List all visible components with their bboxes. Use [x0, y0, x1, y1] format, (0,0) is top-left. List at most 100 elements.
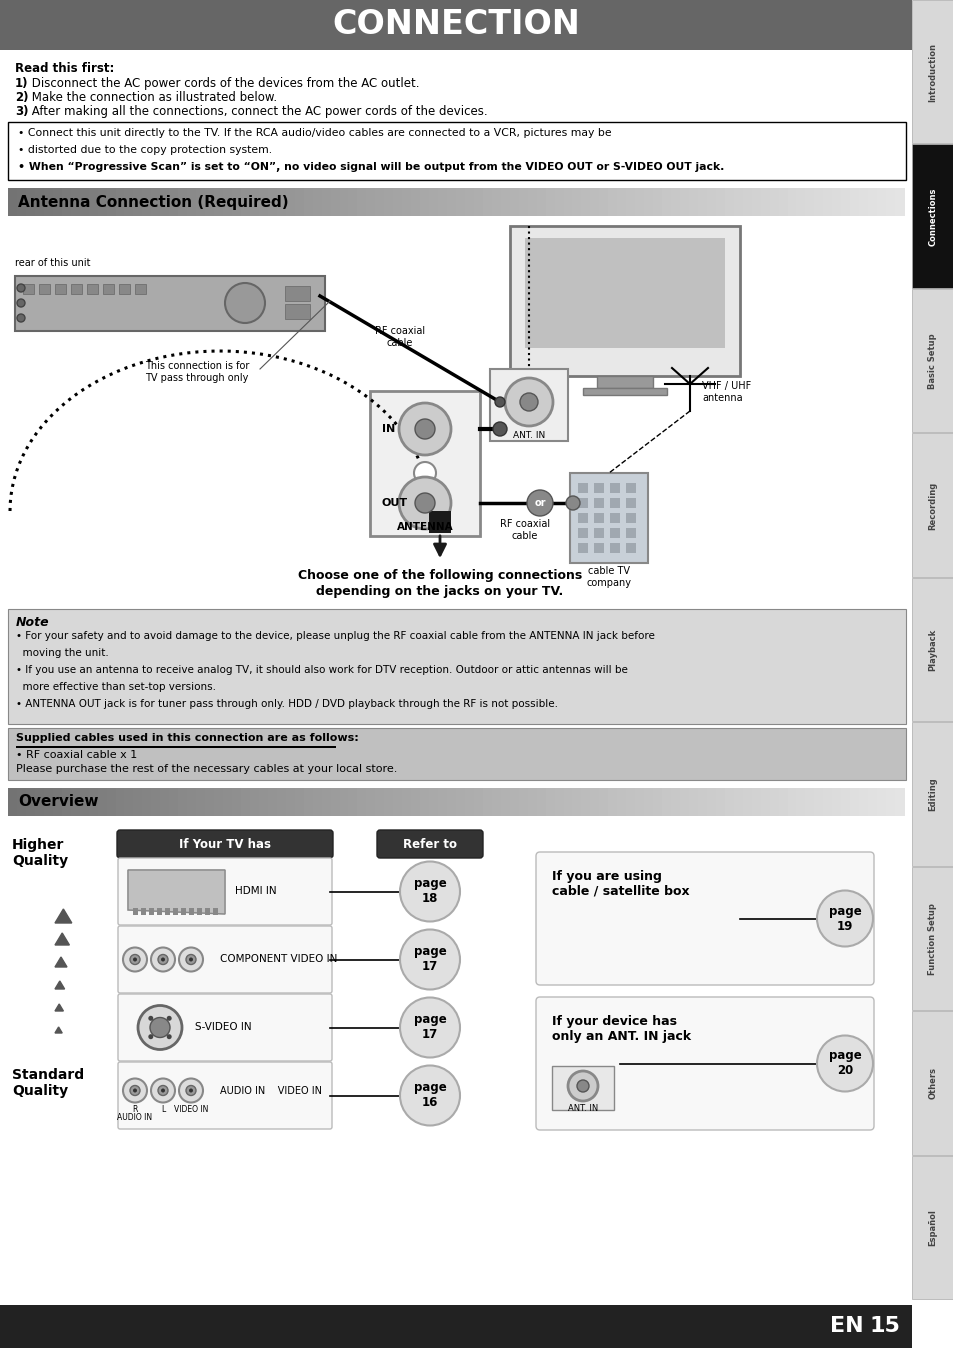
- Bar: [572, 187, 581, 216]
- Text: page
17: page 17: [414, 1014, 446, 1042]
- Circle shape: [161, 1088, 165, 1092]
- Circle shape: [816, 891, 872, 946]
- Bar: [276, 789, 286, 816]
- Bar: [411, 789, 420, 816]
- Circle shape: [495, 398, 504, 407]
- Text: 2): 2): [15, 92, 29, 104]
- Text: 1): 1): [15, 77, 29, 90]
- Bar: [35, 187, 44, 216]
- Polygon shape: [55, 1027, 62, 1033]
- Bar: [617, 789, 626, 816]
- Bar: [8, 609, 905, 724]
- Text: Antenna Connection (Required): Antenna Connection (Required): [18, 194, 289, 209]
- Text: If Your TV has: If Your TV has: [179, 837, 271, 851]
- Bar: [643, 187, 653, 216]
- Bar: [366, 789, 375, 816]
- Text: ANT. IN: ANT. IN: [567, 1104, 598, 1113]
- Bar: [885, 789, 895, 816]
- Bar: [894, 187, 903, 216]
- Bar: [80, 789, 89, 816]
- Bar: [724, 789, 734, 816]
- Bar: [751, 187, 760, 216]
- Circle shape: [123, 948, 147, 972]
- Bar: [241, 187, 250, 216]
- Bar: [89, 789, 98, 816]
- Circle shape: [567, 1072, 598, 1101]
- Bar: [580, 789, 590, 816]
- Bar: [653, 789, 662, 816]
- Bar: [142, 187, 152, 216]
- Bar: [0, 1305, 911, 1348]
- Bar: [742, 187, 751, 216]
- Bar: [276, 187, 286, 216]
- Text: Make the connection as illustrated below.: Make the connection as illustrated below…: [28, 92, 276, 104]
- Bar: [578, 543, 587, 553]
- Bar: [769, 187, 779, 216]
- Text: page
18: page 18: [414, 878, 446, 906]
- Text: COMPONENT VIDEO IN: COMPONENT VIDEO IN: [220, 954, 337, 965]
- Bar: [608, 789, 618, 816]
- Bar: [26, 187, 35, 216]
- Bar: [474, 789, 483, 816]
- Polygon shape: [55, 909, 71, 923]
- Bar: [679, 187, 689, 216]
- Bar: [250, 789, 259, 816]
- Bar: [492, 789, 500, 816]
- Bar: [133, 789, 143, 816]
- Bar: [330, 187, 339, 216]
- Text: page
19: page 19: [828, 905, 861, 933]
- Text: 3): 3): [15, 105, 29, 119]
- Circle shape: [399, 861, 459, 922]
- Circle shape: [414, 462, 436, 484]
- FancyBboxPatch shape: [536, 998, 873, 1130]
- Bar: [357, 789, 367, 816]
- Bar: [688, 187, 698, 216]
- Bar: [679, 789, 689, 816]
- Bar: [670, 187, 679, 216]
- Circle shape: [151, 1078, 174, 1103]
- Bar: [804, 789, 814, 816]
- Bar: [625, 543, 636, 553]
- Bar: [97, 789, 107, 816]
- Bar: [625, 187, 635, 216]
- Bar: [52, 187, 62, 216]
- Bar: [608, 187, 618, 216]
- Text: Español: Español: [927, 1209, 937, 1246]
- Bar: [796, 187, 805, 216]
- Circle shape: [130, 1085, 140, 1096]
- Text: VHF / UHF
antenna: VHF / UHF antenna: [701, 381, 750, 403]
- Circle shape: [148, 1016, 153, 1020]
- Bar: [509, 187, 518, 216]
- Bar: [625, 789, 635, 816]
- Bar: [303, 187, 313, 216]
- Bar: [786, 789, 796, 816]
- Circle shape: [189, 1088, 193, 1092]
- Text: Recording: Recording: [927, 481, 937, 530]
- Text: AUDIO IN: AUDIO IN: [117, 1112, 152, 1122]
- Circle shape: [132, 957, 137, 961]
- Bar: [285, 305, 310, 319]
- Bar: [0, 0, 911, 50]
- Bar: [876, 789, 885, 816]
- Bar: [822, 187, 832, 216]
- Bar: [786, 187, 796, 216]
- Bar: [609, 497, 619, 508]
- Bar: [313, 789, 322, 816]
- Bar: [133, 187, 143, 216]
- Bar: [661, 789, 671, 816]
- Text: RF coaxial
cable: RF coaxial cable: [375, 326, 425, 348]
- Bar: [625, 497, 636, 508]
- FancyBboxPatch shape: [536, 852, 873, 985]
- Bar: [804, 187, 814, 216]
- Bar: [142, 789, 152, 816]
- Bar: [165, 909, 170, 915]
- Bar: [524, 239, 724, 348]
- Circle shape: [415, 419, 435, 439]
- Text: page
16: page 16: [414, 1081, 446, 1109]
- Bar: [635, 789, 644, 816]
- Bar: [294, 789, 304, 816]
- Circle shape: [577, 1080, 588, 1092]
- Text: • If you use an antenna to receive analog TV, it should also work for DTV recept: • If you use an antenna to receive analo…: [16, 665, 627, 675]
- Bar: [429, 789, 438, 816]
- Bar: [578, 497, 587, 508]
